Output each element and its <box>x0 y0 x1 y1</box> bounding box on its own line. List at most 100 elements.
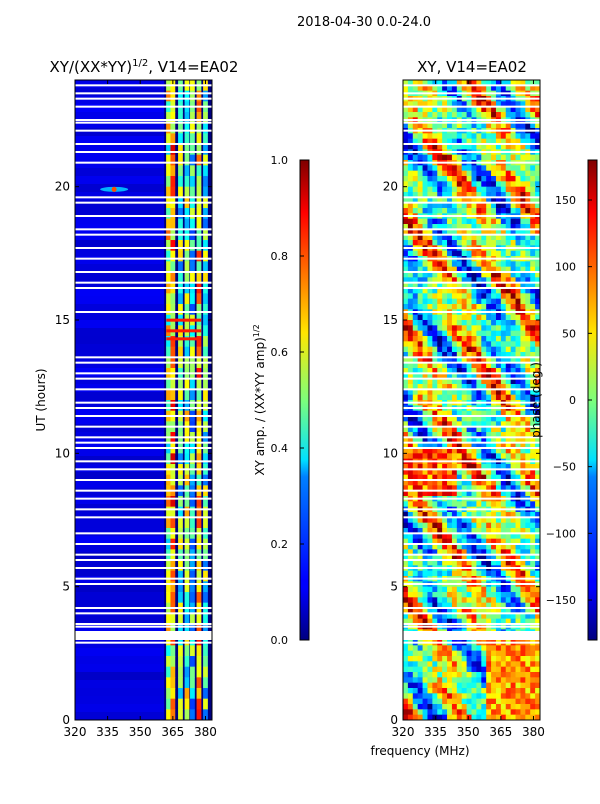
heatmap-cell <box>461 272 468 278</box>
heatmap-cell <box>412 346 419 353</box>
heatmap-cell <box>412 416 419 422</box>
heatmap-cell <box>461 442 468 449</box>
heatmap-cell <box>75 152 165 161</box>
heatmap-cell <box>427 549 433 556</box>
heatmap-cell <box>403 432 409 438</box>
heatmap-cell <box>525 426 531 433</box>
heatmap-cell <box>427 298 433 305</box>
heatmap-cell <box>461 261 468 268</box>
heatmap-cell <box>491 261 497 268</box>
flagged-row <box>403 516 540 519</box>
heatmap-cell <box>166 453 171 465</box>
heatmap-cell <box>520 538 526 545</box>
flagged-row <box>403 84 540 87</box>
heatmap-cell <box>403 469 409 476</box>
heatmap-cell <box>471 549 477 556</box>
heatmap-cell <box>456 106 463 113</box>
heatmap-cell <box>166 698 171 710</box>
heatmap-cell <box>451 586 458 593</box>
heatmap-cell <box>456 709 463 716</box>
heatmap-cell <box>471 378 477 385</box>
heatmap-cell <box>437 618 443 625</box>
heatmap-cell <box>407 533 414 540</box>
heatmap-cell <box>422 320 428 326</box>
heatmap-cell <box>427 421 433 428</box>
heatmap-cell <box>500 528 507 534</box>
heatmap-cell <box>486 165 492 172</box>
x-tick-label: 335 <box>424 725 447 739</box>
heatmap-cell <box>178 592 183 604</box>
heatmap-cell <box>535 416 541 422</box>
heatmap-cell <box>500 101 507 108</box>
heatmap-cell <box>75 320 165 329</box>
heatmap-cell <box>481 469 487 476</box>
flagged-row <box>75 287 212 289</box>
heatmap-cell <box>530 602 536 609</box>
heatmap-cell <box>451 154 458 161</box>
heatmap-cell <box>495 549 502 556</box>
heatmap-cell <box>535 298 541 305</box>
heatmap-cell <box>530 298 536 305</box>
heatmap-cell <box>427 304 433 310</box>
flagged-row <box>75 119 212 121</box>
heatmap-cell <box>491 490 497 497</box>
flagged-row <box>403 479 540 481</box>
heatmap-cell <box>486 586 492 593</box>
heatmap-cell <box>466 453 472 460</box>
heatmap-cell <box>535 570 541 577</box>
heatmap-cell <box>170 613 176 625</box>
amplitude-x-ticks: 320 335 350 365 380 <box>64 80 217 739</box>
flagged-row <box>75 271 212 273</box>
heatmap-cell <box>530 368 536 374</box>
heatmap-cell <box>535 688 541 694</box>
heatmap-cell <box>427 522 433 529</box>
flagged-row <box>403 623 540 625</box>
heatmap-cell <box>75 368 165 377</box>
heatmap-cell <box>495 368 502 374</box>
heatmap-cell <box>530 538 536 545</box>
heatmap-cell <box>486 592 492 598</box>
heatmap-cell <box>481 437 487 444</box>
heatmap-cell <box>403 474 409 481</box>
heatmap-cell <box>486 224 492 230</box>
heatmap-cell <box>451 490 458 497</box>
heatmap-cell <box>486 650 492 657</box>
heatmap-cell <box>530 186 536 193</box>
phase-colorbar-label: phase (deg.) <box>529 362 543 438</box>
heatmap-cell <box>403 80 409 86</box>
heatmap-cell <box>422 352 428 358</box>
heatmap-cell <box>535 645 541 652</box>
heatmap-cell <box>432 666 438 673</box>
heatmap-cell <box>75 192 165 201</box>
heatmap-cell <box>461 394 468 401</box>
heatmap-cell <box>178 90 183 102</box>
heatmap-cell <box>412 704 419 710</box>
heatmap-cell <box>196 581 202 593</box>
heatmap-cell <box>466 224 472 230</box>
heatmap-cell <box>407 373 414 380</box>
heatmap-cell <box>407 645 414 652</box>
heatmap-cell <box>535 181 541 188</box>
heatmap-cell <box>495 517 502 524</box>
heatmap-cell <box>422 197 428 204</box>
heatmap-cell <box>505 410 512 417</box>
heatmap-cell <box>510 672 516 678</box>
heatmap-cell <box>75 456 165 465</box>
heatmap-cell <box>461 85 468 92</box>
heatmap-cell <box>447 293 453 300</box>
heatmap-cell <box>417 112 423 118</box>
heatmap-cell <box>515 165 521 172</box>
heatmap-cell <box>412 512 419 518</box>
heatmap-cell <box>422 362 428 369</box>
heatmap-cell <box>476 613 482 620</box>
heatmap-cell <box>525 261 531 268</box>
heatmap-cell <box>427 234 433 241</box>
heatmap-cell <box>515 570 521 577</box>
heatmap-cell <box>481 341 487 348</box>
heatmap-cell <box>486 490 492 497</box>
heatmap-cell <box>437 554 443 561</box>
heatmap-cell <box>500 197 507 204</box>
heatmap-cell <box>432 261 438 268</box>
heatmap-cell <box>491 469 497 476</box>
heatmap-cell <box>75 600 165 609</box>
